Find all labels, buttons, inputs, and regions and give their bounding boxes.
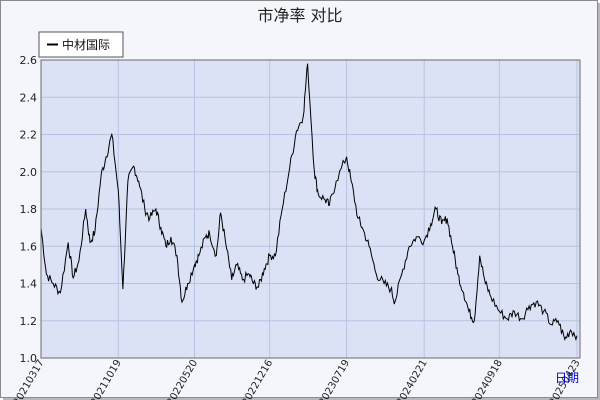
y-tick-label: 1.6: [20, 240, 38, 253]
plot-border: [40, 59, 581, 359]
x-tick-label: 20230719: [317, 358, 352, 400]
series-line-zhongcai-guoji: [40, 63, 578, 341]
y-tick-label: 1.0: [20, 352, 38, 365]
x-axis-label: 日期: [555, 371, 579, 385]
y-axis-ticks: 1.0 1.2 1.4 1.6 1.8 2.0 2.2 2.4 2.6: [20, 54, 38, 365]
legend: 中材国际: [38, 31, 124, 58]
x-tick-label: 20220520: [165, 358, 200, 400]
x-tick-label: 20211019: [89, 358, 124, 400]
x-axis-ticks: 20210317 20211019 20220520 20221216 20230719…: [12, 358, 583, 400]
y-tick-label: 2.0: [20, 166, 38, 179]
y-tick-label: 1.2: [20, 315, 38, 328]
y-tick-label: 1.8: [20, 203, 38, 216]
y-tick-label: 2.2: [20, 129, 38, 142]
legend-label: 中材国际: [62, 37, 110, 52]
x-tick-label: 20240221: [395, 358, 430, 400]
chart-title: 市净率 对比: [257, 6, 342, 25]
grid-lines: [40, 59, 580, 359]
x-tick-label: 20240918: [470, 358, 505, 400]
y-tick-label: 2.4: [20, 91, 38, 104]
y-tick-label: 1.4: [20, 278, 38, 291]
y-tick-label: 2.6: [20, 54, 38, 67]
x-tick-label: 20221216: [240, 358, 275, 400]
